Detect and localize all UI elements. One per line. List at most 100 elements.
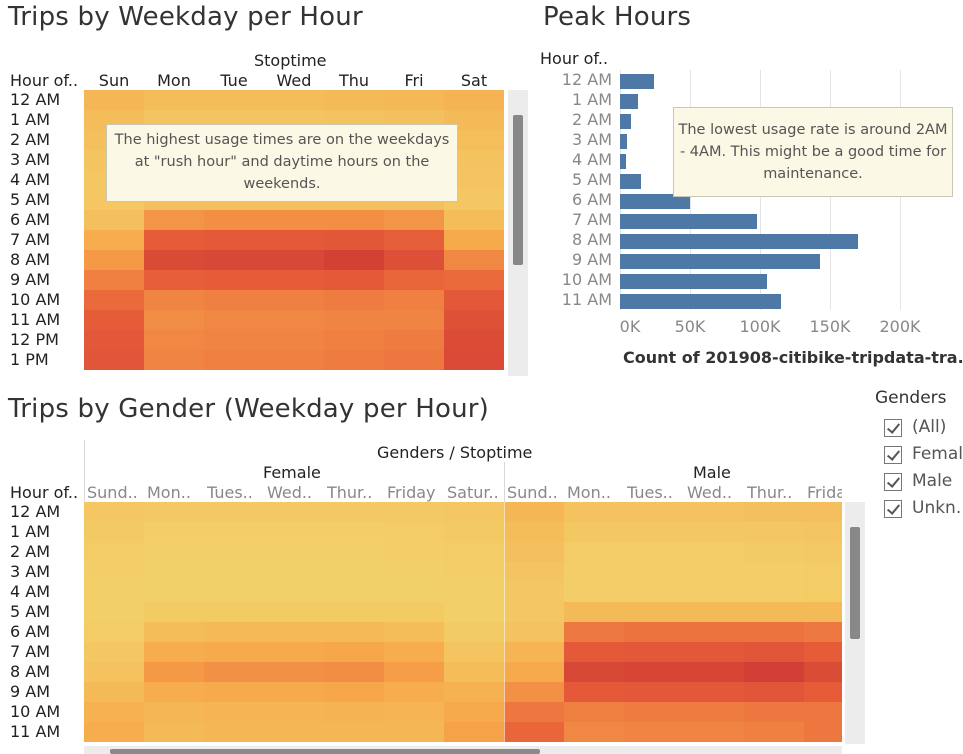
- heatmap-cell[interactable]: [564, 582, 624, 602]
- heatmap-cell[interactable]: [204, 522, 264, 542]
- gender-col-label-male[interactable]: Thur..: [747, 483, 793, 502]
- heatmap-cell[interactable]: [324, 682, 384, 702]
- heatmap-cell[interactable]: [444, 622, 504, 642]
- heatmap-cell[interactable]: [144, 722, 204, 742]
- heatmap-cell[interactable]: [84, 210, 144, 230]
- heatmap-cell[interactable]: [204, 662, 264, 682]
- heatmap-cell[interactable]: [684, 602, 744, 622]
- checkbox-checked-icon[interactable]: [884, 419, 902, 437]
- heatmap-cell[interactable]: [264, 542, 324, 562]
- heatmap-cell[interactable]: [324, 622, 384, 642]
- heatmap-cell[interactable]: [744, 502, 804, 522]
- heatmap-cell[interactable]: [504, 702, 564, 722]
- heatmap-cell[interactable]: [384, 702, 444, 722]
- heatmap-cell[interactable]: [204, 682, 264, 702]
- heatmap-cell[interactable]: [564, 722, 624, 742]
- heatmap-cell[interactable]: [444, 190, 504, 210]
- heatmap-cell[interactable]: [84, 522, 144, 542]
- gender-col-label-male[interactable]: Mon..: [567, 483, 611, 502]
- heatmap-cell[interactable]: [444, 310, 504, 330]
- heatmap-cell[interactable]: [444, 522, 504, 542]
- heatmap-cell[interactable]: [264, 502, 324, 522]
- heatmap-cell[interactable]: [804, 662, 842, 682]
- heatmap-cell[interactable]: [504, 582, 564, 602]
- heatmap-cell[interactable]: [324, 230, 384, 250]
- heatmap-cell[interactable]: [204, 90, 264, 110]
- heatmap-cell[interactable]: [504, 622, 564, 642]
- heatmap-cell[interactable]: [744, 562, 804, 582]
- heatmap-cell[interactable]: [804, 642, 842, 662]
- heatmap-cell[interactable]: [444, 722, 504, 742]
- heatmap-cell[interactable]: [444, 682, 504, 702]
- heatmap-cell[interactable]: [144, 250, 204, 270]
- heatmap-cell[interactable]: [144, 582, 204, 602]
- heatmap-cell[interactable]: [684, 582, 744, 602]
- heatmap-cell[interactable]: [384, 250, 444, 270]
- heatmap-cell[interactable]: [204, 582, 264, 602]
- heatmap-cell[interactable]: [744, 622, 804, 642]
- heatmap-cell[interactable]: [504, 542, 564, 562]
- heatmap-cell[interactable]: [624, 602, 684, 622]
- weekday-col-label-mon[interactable]: Mon: [157, 71, 191, 90]
- heatmap-cell[interactable]: [144, 350, 204, 370]
- heatmap-cell[interactable]: [384, 522, 444, 542]
- weekday-heatmap-row-header[interactable]: Hour of..: [10, 71, 79, 90]
- heatmap-cell[interactable]: [84, 682, 144, 702]
- heatmap-cell[interactable]: [324, 210, 384, 230]
- heatmap-cell[interactable]: [444, 562, 504, 582]
- heatmap-cell[interactable]: [744, 662, 804, 682]
- heatmap-cell[interactable]: [84, 602, 144, 622]
- heatmap-cell[interactable]: [144, 622, 204, 642]
- gender-heatmap-grid[interactable]: [84, 502, 842, 744]
- heatmap-cell[interactable]: [324, 702, 384, 722]
- heatmap-cell[interactable]: [144, 270, 204, 290]
- heatmap-cell[interactable]: [564, 682, 624, 702]
- heatmap-cell[interactable]: [384, 622, 444, 642]
- gender-col-label-male[interactable]: Wed..: [687, 483, 733, 502]
- heatmap-cell[interactable]: [684, 562, 744, 582]
- heatmap-cell[interactable]: [84, 270, 144, 290]
- heatmap-cell[interactable]: [144, 562, 204, 582]
- checkbox-checked-icon[interactable]: [884, 473, 902, 491]
- heatmap-cell[interactable]: [684, 682, 744, 702]
- heatmap-cell[interactable]: [504, 562, 564, 582]
- gender-col-label-female[interactable]: Tues..: [207, 483, 253, 502]
- heatmap-cell[interactable]: [324, 250, 384, 270]
- heatmap-cell[interactable]: [204, 542, 264, 562]
- gender-col-label-female[interactable]: Sund..: [87, 483, 138, 502]
- heatmap-cell[interactable]: [444, 150, 504, 170]
- heatmap-cell[interactable]: [744, 522, 804, 542]
- heatmap-cell[interactable]: [144, 330, 204, 350]
- heatmap-cell[interactable]: [384, 642, 444, 662]
- peak-hours-bar[interactable]: [620, 233, 858, 249]
- heatmap-cell[interactable]: [444, 250, 504, 270]
- heatmap-cell[interactable]: [84, 290, 144, 310]
- heatmap-cell[interactable]: [264, 702, 324, 722]
- peak-hours-bar[interactable]: [620, 273, 767, 289]
- heatmap-cell[interactable]: [804, 682, 842, 702]
- heatmap-cell[interactable]: [84, 542, 144, 562]
- heatmap-cell[interactable]: [564, 562, 624, 582]
- heatmap-cell[interactable]: [504, 602, 564, 622]
- heatmap-cell[interactable]: [804, 602, 842, 622]
- heatmap-cell[interactable]: [204, 622, 264, 642]
- heatmap-cell[interactable]: [804, 542, 842, 562]
- heatmap-cell[interactable]: [504, 522, 564, 542]
- heatmap-cell[interactable]: [84, 722, 144, 742]
- heatmap-cell[interactable]: [204, 602, 264, 622]
- heatmap-cell[interactable]: [744, 722, 804, 742]
- heatmap-cell[interactable]: [84, 90, 144, 110]
- weekday-col-label-thu[interactable]: Thu: [338, 71, 370, 90]
- heatmap-cell[interactable]: [384, 502, 444, 522]
- heatmap-cell[interactable]: [564, 542, 624, 562]
- heatmap-cell[interactable]: [384, 682, 444, 702]
- heatmap-cell[interactable]: [204, 210, 264, 230]
- heatmap-cell[interactable]: [444, 210, 504, 230]
- heatmap-cell[interactable]: [324, 310, 384, 330]
- heatmap-cell[interactable]: [684, 622, 744, 642]
- heatmap-cell[interactable]: [324, 582, 384, 602]
- heatmap-cell[interactable]: [564, 602, 624, 622]
- weekday-col-label-wed[interactable]: Wed: [276, 71, 312, 90]
- heatmap-cell[interactable]: [324, 562, 384, 582]
- heatmap-cell[interactable]: [384, 330, 444, 350]
